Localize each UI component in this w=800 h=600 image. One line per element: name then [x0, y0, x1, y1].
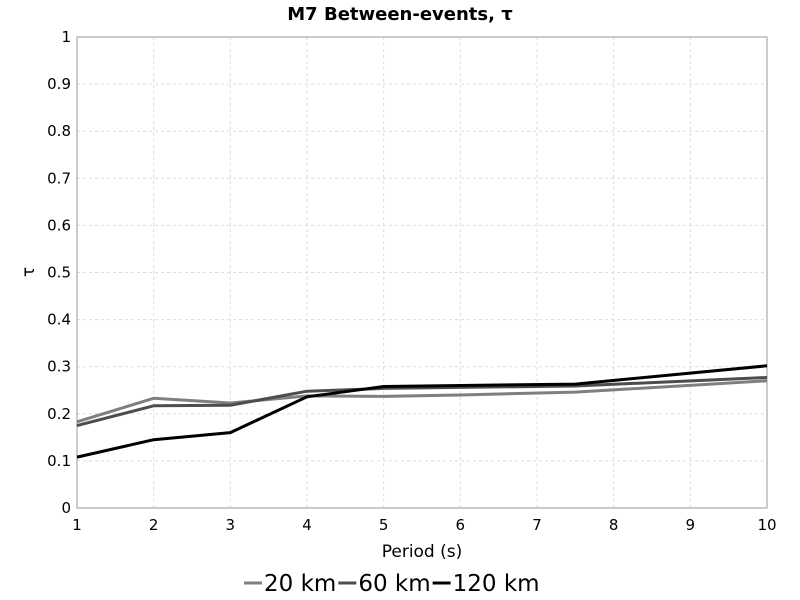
legend-item: 20 km	[244, 571, 336, 597]
grid	[77, 37, 767, 508]
plot-frame	[76, 36, 768, 509]
series-line-20-km	[76, 379, 768, 424]
chart-title: M7 Between-events, τ	[287, 4, 513, 25]
y-tick-label: 0.2	[47, 405, 71, 423]
x-tick-label: 1	[72, 516, 82, 534]
series-layer	[76, 364, 768, 459]
x-tick-label: 10	[757, 516, 776, 534]
y-tick-label: 0.1	[47, 452, 71, 470]
legend-label: 60 km	[358, 571, 430, 597]
y-tick-label: 0.6	[47, 216, 71, 234]
series-line-120-km	[76, 364, 768, 459]
x-axis-ticks: 1 2 3 4 5 6 7 8 9 10	[72, 516, 776, 534]
x-tick-label: 9	[686, 516, 696, 534]
x-tick-label: 6	[456, 516, 466, 534]
y-tick-label: 0.9	[47, 75, 71, 93]
legend-item: 120 km	[432, 571, 540, 597]
legend: 20 km 60 km 120 km	[244, 571, 540, 597]
x-tick-label: 5	[379, 516, 389, 534]
legend-item: 60 km	[338, 571, 431, 597]
x-axis-label: Period (s)	[382, 542, 463, 562]
y-tick-label: 0.3	[47, 358, 71, 376]
y-tick-label: 0.4	[47, 311, 71, 329]
x-tick-label: 8	[609, 516, 619, 534]
y-axis-ticks: 0 0.1 0.2 0.3 0.4 0.5 0.6 0.7 0.8 0.9 1	[47, 28, 71, 517]
y-tick-label: 0.7	[47, 169, 71, 187]
legend-label: 120 km	[453, 571, 540, 597]
x-tick-label: 4	[302, 516, 312, 534]
y-tick-label: 0.8	[47, 122, 71, 140]
y-tick-label: 1	[61, 28, 71, 46]
y-axis-label: τ	[19, 267, 39, 277]
legend-label: 20 km	[264, 571, 336, 597]
x-tick-label: 3	[226, 516, 236, 534]
x-tick-label: 7	[532, 516, 542, 534]
y-tick-label: 0.5	[47, 264, 71, 282]
y-tick-label: 0	[61, 499, 71, 517]
x-tick-label: 2	[149, 516, 159, 534]
series-line-60-km	[76, 376, 768, 428]
